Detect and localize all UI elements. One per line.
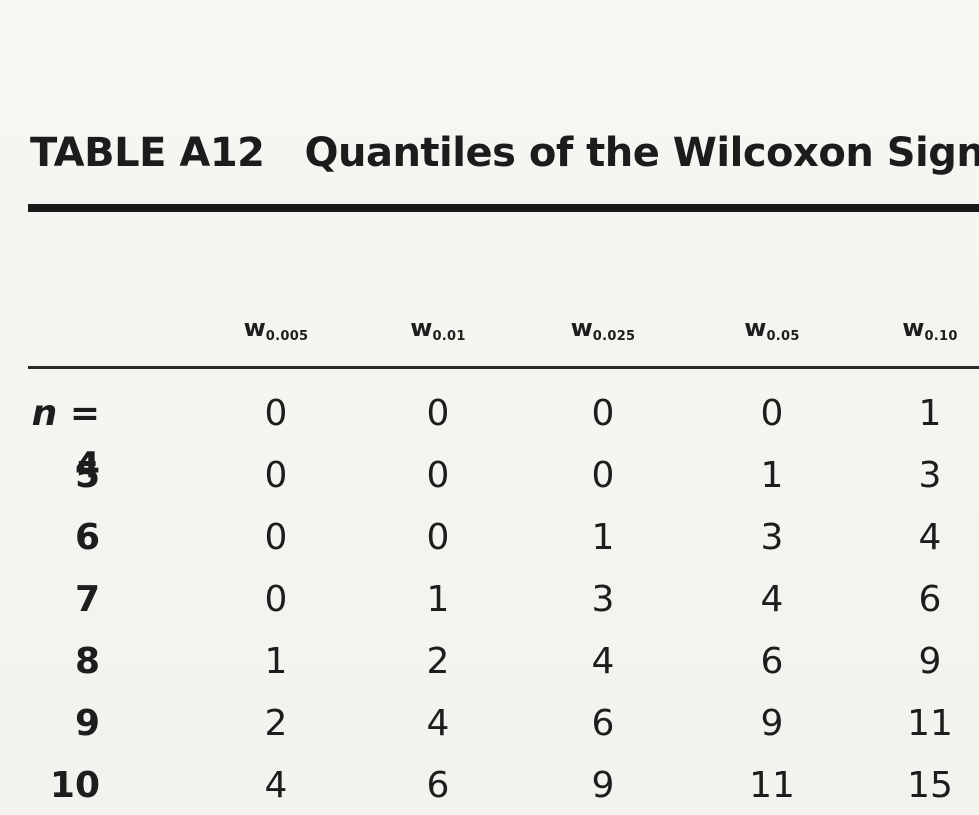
table-cell: 6 — [760, 641, 784, 682]
table-cell: 4 — [264, 765, 288, 806]
table-cell: 9 — [591, 765, 615, 806]
table-cell: 3 — [760, 517, 784, 558]
table-cell: 3 — [918, 455, 942, 496]
table-cell: 1 — [918, 393, 942, 434]
table-cell: 4 — [591, 641, 615, 682]
table-cell: 0 — [264, 517, 288, 558]
table-cell: 6 — [426, 765, 450, 806]
row-label: 8 — [74, 641, 100, 682]
row-label: n = 4 — [31, 393, 100, 486]
table-row: 7 0 1 3 4 6 — [0, 574, 979, 636]
column-header: w0.005 — [243, 314, 309, 344]
table-cell: 4 — [760, 579, 784, 620]
table-cell: 0 — [760, 393, 784, 434]
column-header: w0.01 — [410, 314, 466, 344]
row-label: 7 — [74, 579, 100, 620]
table-row: 10 4 6 9 11 15 — [0, 760, 979, 815]
table-caption: Quantiles of the Wilcoxon Signed — [304, 130, 979, 176]
row-label: 10 — [49, 765, 100, 806]
table-row: 6 0 0 1 3 4 — [0, 512, 979, 574]
table-cell: 0 — [426, 517, 450, 558]
table-cell: 0 — [426, 455, 450, 496]
table-cell: 0 — [591, 393, 615, 434]
column-header: w0.10 — [902, 314, 958, 344]
table-row: 8 1 2 4 6 9 — [0, 636, 979, 698]
table-cell: 0 — [264, 455, 288, 496]
row-label: 6 — [74, 517, 100, 558]
table-cell: 6 — [591, 703, 615, 744]
table-cell: 0 — [264, 579, 288, 620]
top-rule — [28, 204, 979, 212]
table-cell: 0 — [264, 393, 288, 434]
table-cell: 15 — [907, 765, 953, 806]
row-label: 9 — [74, 703, 100, 744]
table-cell: 2 — [264, 703, 288, 744]
header-rule — [28, 366, 979, 369]
table-cell: 1 — [264, 641, 288, 682]
table-label: TABLE A12 — [30, 130, 265, 176]
table-cell: 11 — [749, 765, 795, 806]
column-header: w0.05 — [744, 314, 800, 344]
table-cell: 2 — [426, 641, 450, 682]
table-cell: 1 — [426, 579, 450, 620]
table-cell: 1 — [591, 517, 615, 558]
table-cell: 4 — [918, 517, 942, 558]
table-cell: 0 — [426, 393, 450, 434]
table-cell: 6 — [918, 579, 942, 620]
table-cell: 9 — [918, 641, 942, 682]
table-cell: 9 — [760, 703, 784, 744]
table-cell: 1 — [760, 455, 784, 496]
column-header-row: w0.005 w0.01 w0.025 w0.05 w0.10 — [0, 314, 979, 354]
table-cell: 11 — [907, 703, 953, 744]
table-cell: 3 — [591, 579, 615, 620]
table-row: 5 0 0 0 1 3 — [0, 450, 979, 512]
table-row: n = 4 0 0 0 0 1 — [0, 388, 979, 486]
column-header: w0.025 — [570, 314, 636, 344]
table-title: TABLE A12 Quantiles of the Wilcoxon Signe… — [30, 130, 979, 176]
table-body: n = 4 0 0 0 0 1 5 0 0 0 1 3 6 0 0 1 3 4 … — [0, 388, 979, 815]
row-label: 5 — [74, 455, 100, 496]
table-row: 9 2 4 6 9 11 — [0, 698, 979, 760]
table-cell: 0 — [591, 455, 615, 496]
table-cell: 4 — [426, 703, 450, 744]
